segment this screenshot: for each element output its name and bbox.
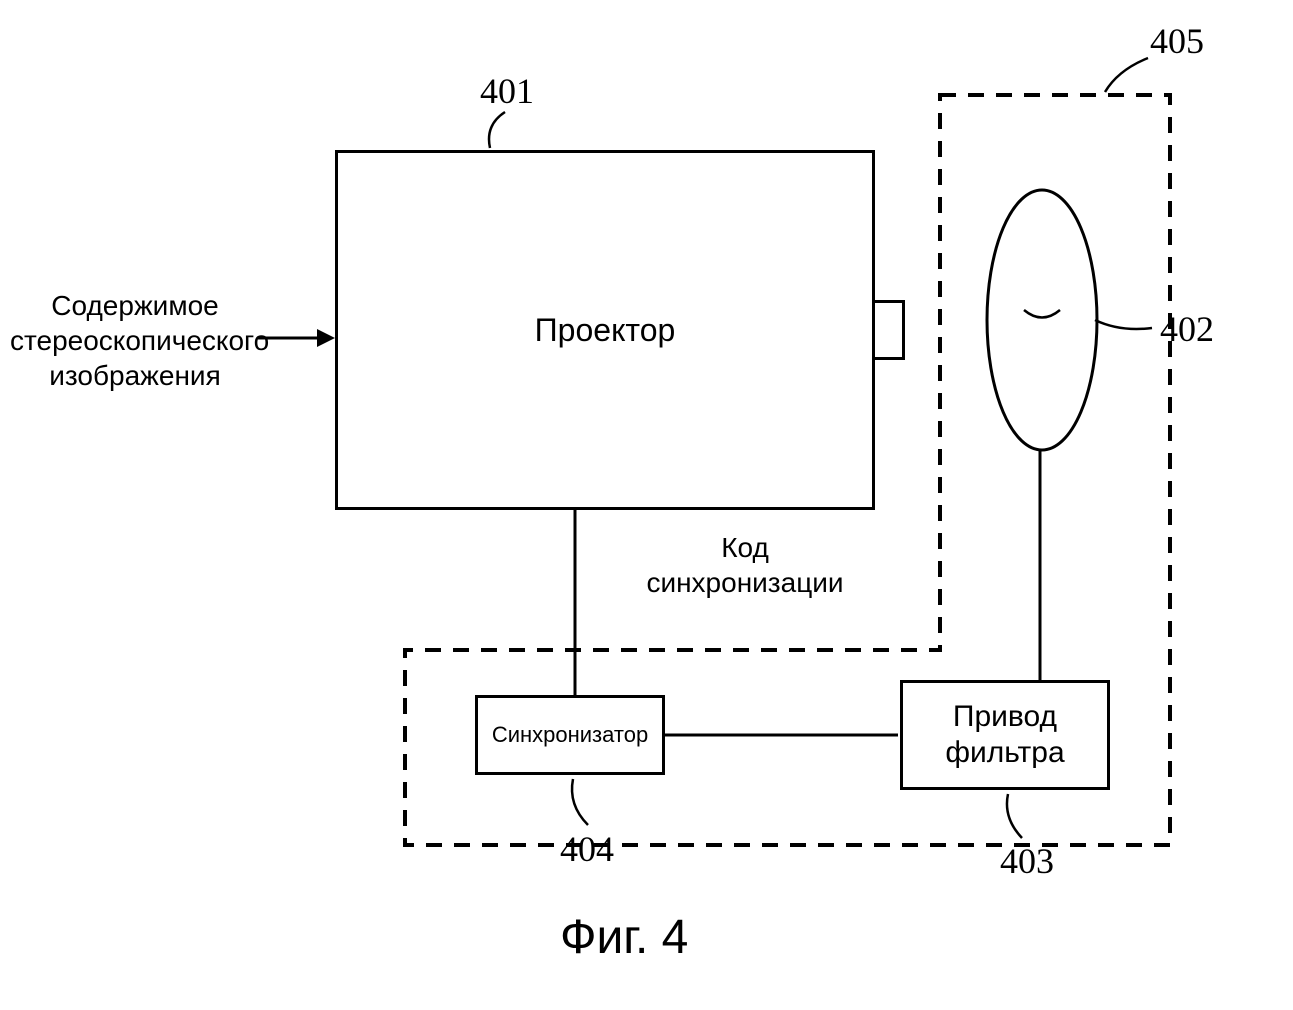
ref-401: 401 <box>480 70 534 112</box>
ref-curve-405 <box>1105 58 1148 92</box>
block-diagram: Проектор Синхронизатор Привод фильтра Со… <box>0 0 1293 1010</box>
filter-drive-label-2: фильтра <box>945 735 1064 771</box>
filter-drive-label-1: Привод <box>953 699 1057 735</box>
input-label-line-3: изображения <box>10 358 260 393</box>
sync-code-line-1: Код <box>615 530 875 565</box>
ref-curve-404 <box>572 779 588 825</box>
ref-405: 405 <box>1150 20 1204 62</box>
filter-drive-block: Привод фильтра <box>900 680 1110 790</box>
input-arrow-head <box>317 329 335 347</box>
ref-404: 404 <box>560 828 614 870</box>
projector-block: Проектор <box>335 150 875 510</box>
sync-code-label: Код синхронизации <box>615 530 875 600</box>
projector-port <box>875 300 905 360</box>
projector-label: Проектор <box>535 312 676 349</box>
input-label-line-1: Содержимое <box>10 288 260 323</box>
sync-code-line-2: синхронизации <box>615 565 875 600</box>
synchronizer-label: Синхронизатор <box>492 722 648 748</box>
input-label: Содержимое стереоскопического изображени… <box>10 288 260 393</box>
ref-402: 402 <box>1160 308 1214 350</box>
ref-403: 403 <box>1000 840 1054 882</box>
input-label-line-2: стереоскопического <box>10 323 260 358</box>
ref-curve-401 <box>489 112 505 148</box>
synchronizer-block: Синхронизатор <box>475 695 665 775</box>
ref-curve-403 <box>1007 794 1022 838</box>
figure-caption: Фиг. 4 <box>560 910 688 965</box>
ref-curve-402 <box>1095 320 1152 329</box>
filter-wheel-ellipse <box>987 190 1097 450</box>
